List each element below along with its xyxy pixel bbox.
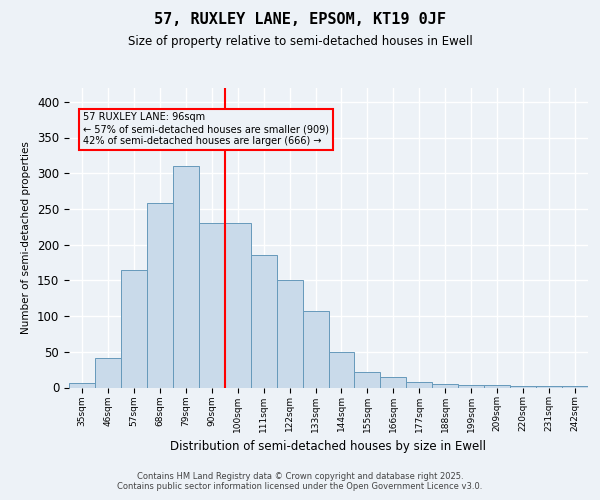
Bar — [147, 203, 173, 388]
Bar — [95, 358, 121, 388]
Bar — [458, 386, 484, 388]
Bar — [380, 377, 406, 388]
Bar — [225, 223, 251, 388]
Y-axis label: Number of semi-detached properties: Number of semi-detached properties — [22, 141, 31, 334]
Bar — [302, 311, 329, 388]
Text: Size of property relative to semi-detached houses in Ewell: Size of property relative to semi-detach… — [128, 35, 472, 48]
Bar — [406, 382, 432, 388]
Bar — [510, 386, 536, 388]
Bar — [121, 270, 147, 388]
Bar — [484, 386, 510, 388]
Bar — [329, 352, 355, 388]
Bar — [355, 372, 380, 388]
X-axis label: Distribution of semi-detached houses by size in Ewell: Distribution of semi-detached houses by … — [170, 440, 487, 453]
Bar — [562, 386, 588, 388]
Bar — [69, 382, 95, 388]
Bar — [277, 280, 302, 388]
Bar — [433, 384, 458, 388]
Bar — [199, 223, 224, 388]
Text: 57 RUXLEY LANE: 96sqm
← 57% of semi-detached houses are smaller (909)
42% of sem: 57 RUXLEY LANE: 96sqm ← 57% of semi-deta… — [83, 112, 329, 146]
Text: Contains HM Land Registry data © Crown copyright and database right 2025.
Contai: Contains HM Land Registry data © Crown c… — [118, 472, 482, 491]
Bar — [251, 256, 277, 388]
Text: 57, RUXLEY LANE, EPSOM, KT19 0JF: 57, RUXLEY LANE, EPSOM, KT19 0JF — [154, 12, 446, 28]
Bar — [536, 386, 562, 388]
Bar — [173, 166, 199, 388]
